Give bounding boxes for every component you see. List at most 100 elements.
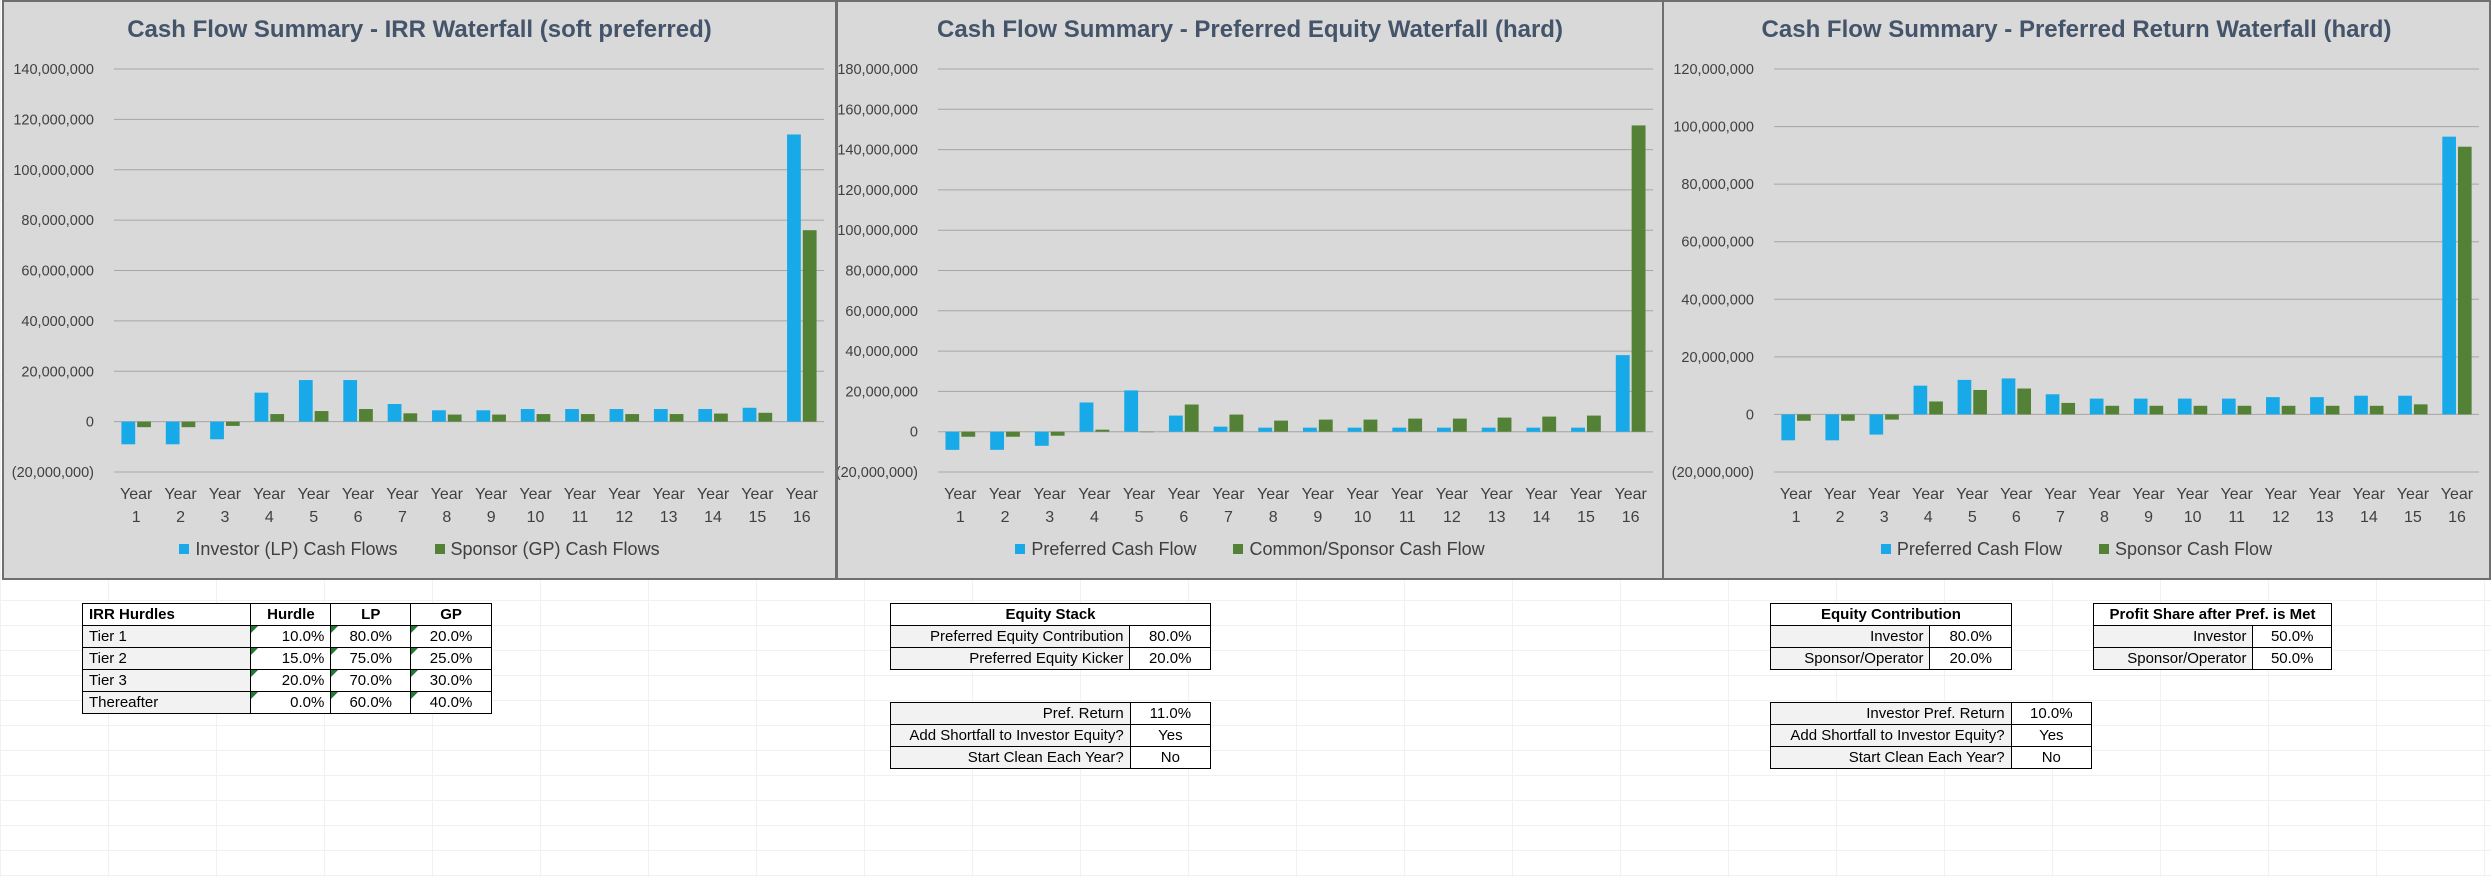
value-cell[interactable]: 50.0% bbox=[2252, 625, 2332, 648]
label-cell[interactable]: Investor bbox=[1769, 625, 1931, 648]
hurdle-cell[interactable]: 15.0% bbox=[250, 647, 332, 670]
bar-series1[interactable] bbox=[1913, 385, 1928, 415]
bar-series1[interactable] bbox=[565, 409, 579, 422]
bar-series1[interactable] bbox=[1957, 379, 1972, 415]
bar-series1[interactable] bbox=[1571, 427, 1585, 432]
value-cell[interactable]: 80.0% bbox=[1129, 625, 1211, 648]
bar-series1[interactable] bbox=[2001, 378, 2016, 415]
chart-preferred-return-waterfall[interactable]: Cash Flow Summary - Preferred Return Wat… bbox=[1662, 0, 2491, 580]
bar-series1[interactable] bbox=[990, 431, 1005, 450]
bar-series2[interactable] bbox=[2149, 405, 2164, 415]
bar-series1[interactable] bbox=[343, 380, 358, 422]
lp-cell[interactable]: 75.0% bbox=[330, 647, 412, 670]
bar-series1[interactable] bbox=[1124, 390, 1139, 432]
bar-series2[interactable] bbox=[1885, 414, 1899, 420]
tier-label-cell[interactable]: Tier 1 bbox=[81, 625, 252, 648]
bar-series1[interactable] bbox=[698, 409, 713, 422]
bar-series1[interactable] bbox=[945, 431, 960, 450]
table-title[interactable]: Equity Stack bbox=[890, 603, 1211, 626]
bar-series1[interactable] bbox=[1615, 355, 1630, 432]
bar-series2[interactable] bbox=[270, 414, 285, 422]
hurdle-cell[interactable]: 20.0% bbox=[250, 669, 332, 692]
bar-series1[interactable] bbox=[2221, 398, 2236, 415]
bar-series2[interactable] bbox=[1318, 419, 1333, 432]
bar-series1[interactable] bbox=[254, 392, 269, 422]
bar-series1[interactable] bbox=[2310, 397, 2324, 415]
bar-series1[interactable] bbox=[609, 409, 624, 422]
chart-irr-waterfall[interactable]: Cash Flow Summary - IRR Waterfall (soft … bbox=[2, 0, 837, 580]
bar-series2[interactable] bbox=[2457, 146, 2472, 415]
bar-series1[interactable] bbox=[1392, 427, 1407, 432]
bar-series2[interactable] bbox=[2281, 405, 2296, 415]
value-cell[interactable]: 10.0% bbox=[2010, 702, 2093, 725]
bar-series1[interactable] bbox=[165, 421, 180, 445]
value-cell[interactable]: 11.0% bbox=[1129, 702, 1212, 725]
label-cell[interactable]: Sponsor/Operator bbox=[1769, 647, 1931, 670]
bar-series2[interactable] bbox=[1095, 429, 1110, 432]
bar-series2[interactable] bbox=[1631, 125, 1646, 432]
bar-series1[interactable] bbox=[2177, 398, 2192, 415]
bar-series1[interactable] bbox=[476, 410, 491, 422]
bar-series1[interactable] bbox=[2045, 394, 2060, 415]
chart-preferred-equity-waterfall[interactable]: Cash Flow Summary - Preferred Equity Wat… bbox=[836, 0, 1664, 580]
bar-series2[interactable] bbox=[1797, 414, 1811, 421]
bar-series2[interactable] bbox=[2061, 402, 2076, 415]
bar-series2[interactable] bbox=[758, 412, 773, 422]
value-cell[interactable]: No bbox=[1129, 746, 1212, 769]
table-title[interactable]: Profit Share after Pref. is Met bbox=[2093, 603, 2332, 626]
bar-series2[interactable] bbox=[714, 413, 728, 422]
bar-series1[interactable] bbox=[653, 409, 668, 422]
tier-label-cell[interactable]: Tier 3 bbox=[81, 669, 252, 692]
label-cell[interactable]: Investor Pref. Return bbox=[1770, 702, 2012, 725]
tier-label-cell[interactable]: Thereafter bbox=[81, 691, 252, 714]
bar-series2[interactable] bbox=[1841, 414, 1855, 421]
hurdle-cell[interactable]: 0.0% bbox=[250, 691, 332, 714]
header-cell[interactable]: IRR Hurdles bbox=[81, 603, 252, 626]
bar-series2[interactable] bbox=[403, 413, 418, 422]
bar-series1[interactable] bbox=[2442, 136, 2456, 415]
header-cell[interactable]: Hurdle bbox=[250, 603, 332, 626]
lp-cell[interactable]: 80.0% bbox=[330, 625, 412, 648]
bar-series1[interactable] bbox=[298, 380, 313, 422]
hurdle-cell[interactable]: 10.0% bbox=[250, 625, 332, 648]
bar-series2[interactable] bbox=[1452, 418, 1467, 432]
bar-series1[interactable] bbox=[1302, 427, 1317, 432]
gp-cell[interactable]: 40.0% bbox=[410, 691, 492, 714]
label-cell[interactable]: Pref. Return bbox=[890, 702, 1131, 725]
bar-series1[interactable] bbox=[1258, 427, 1273, 432]
bar-series1[interactable] bbox=[1213, 426, 1228, 432]
gp-cell[interactable]: 20.0% bbox=[410, 625, 492, 648]
bar-series2[interactable] bbox=[359, 409, 373, 422]
bar-series2[interactable] bbox=[2325, 405, 2340, 415]
bar-series1[interactable] bbox=[432, 410, 446, 422]
bar-series2[interactable] bbox=[1408, 418, 1423, 432]
bar-series2[interactable] bbox=[492, 414, 506, 422]
bar-series2[interactable] bbox=[1542, 416, 1557, 432]
lp-cell[interactable]: 70.0% bbox=[330, 669, 412, 692]
bar-series1[interactable] bbox=[1481, 427, 1496, 432]
bar-series2[interactable] bbox=[536, 414, 551, 422]
bar-series2[interactable] bbox=[314, 411, 329, 422]
value-cell[interactable]: No bbox=[2010, 746, 2093, 769]
bar-series2[interactable] bbox=[1229, 414, 1244, 432]
bar-series2[interactable] bbox=[961, 431, 976, 437]
bar-series1[interactable] bbox=[2354, 395, 2368, 415]
label-cell[interactable]: Start Clean Each Year? bbox=[890, 746, 1131, 769]
bar-series2[interactable] bbox=[447, 414, 462, 422]
value-cell[interactable]: Yes bbox=[2010, 724, 2093, 747]
bar-series2[interactable] bbox=[580, 414, 595, 422]
bar-series1[interactable] bbox=[2089, 398, 2104, 415]
value-cell[interactable]: Yes bbox=[1129, 724, 1212, 747]
bar-series1[interactable] bbox=[2133, 398, 2148, 415]
bar-series1[interactable] bbox=[520, 409, 535, 422]
label-cell[interactable]: Start Clean Each Year? bbox=[1770, 746, 2012, 769]
label-cell[interactable]: Investor bbox=[2092, 625, 2254, 648]
bar-series1[interactable] bbox=[1079, 402, 1094, 432]
label-cell[interactable]: Sponsor/Operator bbox=[2092, 647, 2254, 670]
bar-series1[interactable] bbox=[1168, 415, 1183, 432]
bar-series1[interactable] bbox=[2398, 395, 2412, 415]
bar-series2[interactable] bbox=[669, 414, 684, 422]
header-cell[interactable]: GP bbox=[410, 603, 492, 626]
bar-series1[interactable] bbox=[387, 403, 402, 422]
bar-series2[interactable] bbox=[2237, 405, 2252, 415]
